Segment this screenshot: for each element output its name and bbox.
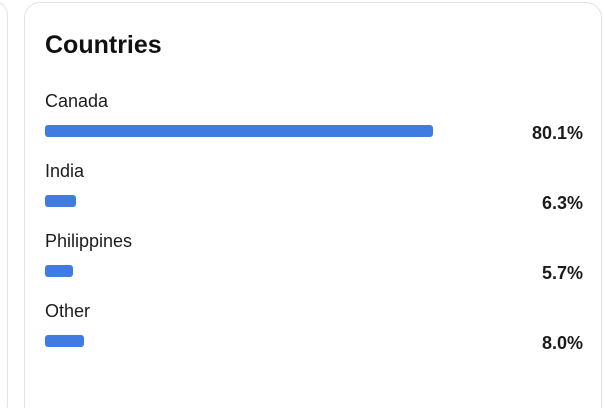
country-row-philippines: Philippines 5.7% xyxy=(45,230,583,294)
previous-card-edge xyxy=(0,0,8,408)
country-row-canada: Canada 80.1% xyxy=(45,90,583,154)
countries-card: Countries Canada 80.1% India 6.3% Philip… xyxy=(24,2,602,408)
card-title: Countries xyxy=(45,31,162,59)
country-bar-track xyxy=(45,335,530,347)
country-percentage: 6.3% xyxy=(541,193,583,213)
country-row-other: Other 8.0% xyxy=(45,300,583,364)
country-bar xyxy=(45,195,76,207)
country-label: India xyxy=(45,161,85,181)
country-percentage: 5.7% xyxy=(541,263,583,283)
country-row-india: India 6.3% xyxy=(45,160,583,224)
country-bar-track xyxy=(45,195,530,207)
country-bar-track xyxy=(45,265,530,277)
country-bar xyxy=(45,265,73,277)
country-percentage: 80.1% xyxy=(531,123,583,143)
country-label: Other xyxy=(45,301,91,321)
country-bar-track xyxy=(45,125,530,137)
country-label: Canada xyxy=(45,91,109,111)
country-bar xyxy=(45,125,434,137)
country-bar xyxy=(45,335,84,347)
country-percentage: 8.0% xyxy=(541,333,583,353)
country-label: Philippines xyxy=(45,231,133,251)
